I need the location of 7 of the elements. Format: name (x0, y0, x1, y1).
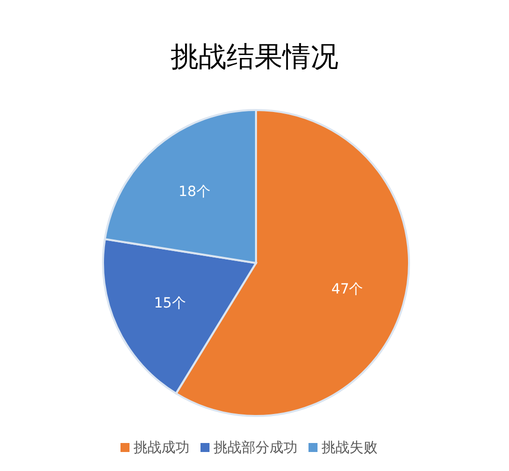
chart-title: 挑战结果情况 (170, 40, 338, 73)
data-label: 15个 (154, 296, 186, 312)
data-label: 18个 (178, 184, 210, 200)
legend-label: 挑战失败 (322, 440, 378, 456)
data-label: 47个 (331, 282, 364, 298)
legend-label: 挑战部分成功 (214, 440, 298, 456)
legend-label: 挑战成功 (134, 440, 190, 456)
